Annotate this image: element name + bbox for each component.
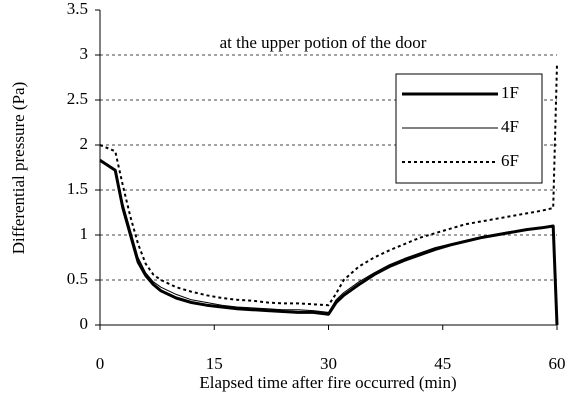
x-tick-label: 45 bbox=[434, 354, 451, 373]
series-line bbox=[99, 159, 559, 326]
y-tick-label: 3.5 bbox=[67, 0, 88, 18]
series-line bbox=[99, 159, 558, 313]
series-line bbox=[99, 63, 558, 307]
x-tick-label: 30 bbox=[320, 354, 337, 373]
legend-label: 1F bbox=[501, 83, 519, 102]
x-tick-label: 15 bbox=[206, 354, 223, 373]
x-axis-label: Elapsed time after fire occurred (min) bbox=[199, 373, 456, 392]
annotation: at the upper potion of the door bbox=[220, 33, 427, 52]
y-tick-label: 3 bbox=[80, 44, 89, 63]
y-tick-label: 0 bbox=[80, 314, 89, 333]
y-tick-label: 0.5 bbox=[67, 269, 88, 288]
x-tick-label: 0 bbox=[96, 354, 105, 373]
y-tick-label: 2 bbox=[80, 134, 89, 153]
x-tick-label: 60 bbox=[549, 354, 566, 373]
y-tick-label: 1 bbox=[80, 224, 89, 243]
y-axis-label: Differential pressure (Pa) bbox=[9, 82, 28, 254]
legend-label: 4F bbox=[501, 117, 519, 136]
legend-label: 6F bbox=[501, 151, 519, 170]
y-tick-label: 1.5 bbox=[67, 179, 88, 198]
y-tick-label: 2.5 bbox=[67, 89, 88, 108]
